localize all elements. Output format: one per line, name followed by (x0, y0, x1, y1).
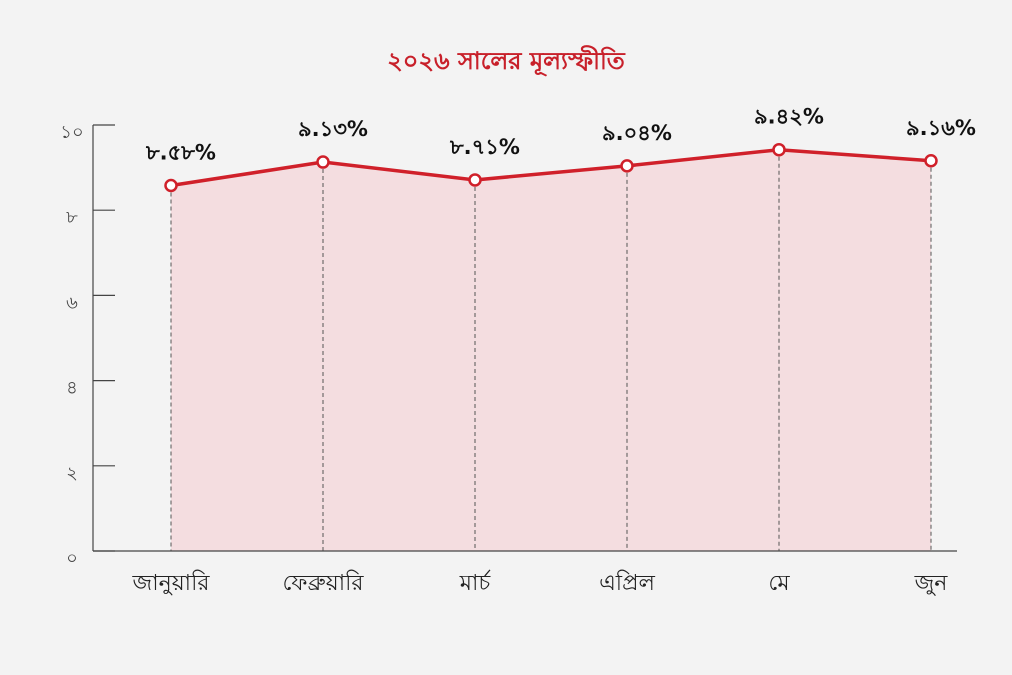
y-tick-label: ৬ (66, 292, 78, 313)
y-tick-label: ৮ (66, 207, 78, 228)
marker (316, 155, 330, 169)
y-tick-label: ০ (66, 548, 78, 569)
marker (468, 173, 482, 187)
x-tick-label: জানুয়ারি (132, 570, 211, 596)
marker (924, 154, 938, 168)
x-tick-label: মার্চ (459, 569, 492, 596)
x-tick-label: এপ্রিল (599, 570, 655, 596)
value-label: ৯.০৪% (602, 121, 672, 145)
x-tick-label: মে (768, 571, 790, 596)
y-tick-label: ২ (66, 463, 78, 484)
marker (164, 178, 178, 193)
marker (620, 159, 634, 173)
y-tick-label: ৪ (66, 378, 78, 399)
x-tick-label: জুন (914, 571, 949, 597)
marker (772, 142, 786, 157)
value-label: ৯.১৬% (906, 116, 976, 140)
line (170, 147, 932, 188)
value-label: ৯.১৩% (298, 117, 368, 141)
x-tick-label: ফেব্রুয়ারি (282, 570, 364, 596)
chart-title: ২০২৬ সালের মূল্যস্ফীতি (387, 45, 626, 76)
value-label: ৮.৭১% (449, 135, 520, 159)
value-label: ৯.৪২% (754, 105, 824, 129)
y-tick-label: ১০ (60, 122, 83, 143)
area (171, 149, 931, 551)
value-label: ৮.৫৮% (145, 140, 216, 164)
